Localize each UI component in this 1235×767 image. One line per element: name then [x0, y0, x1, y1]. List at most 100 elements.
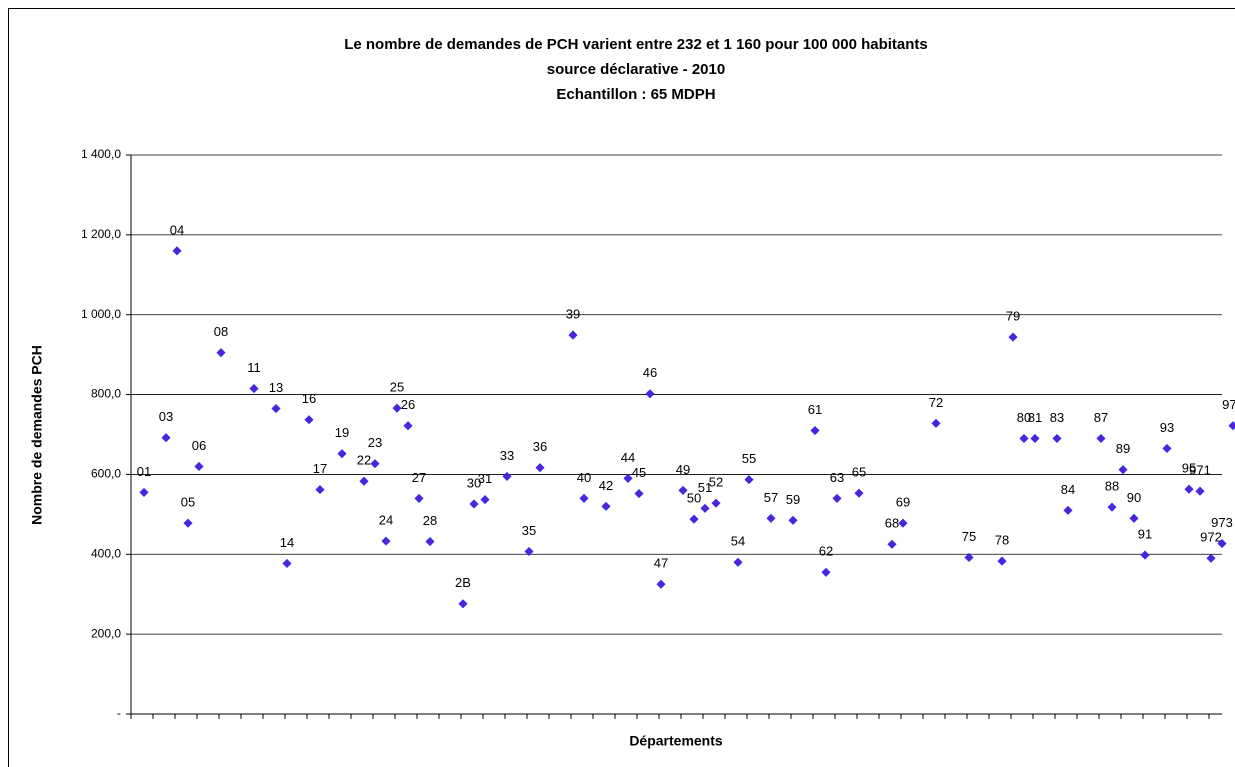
- data-label: 27: [412, 470, 426, 485]
- point: [645, 389, 655, 399]
- point: [183, 518, 193, 528]
- point: [997, 556, 1007, 566]
- data-label: 36: [533, 439, 547, 454]
- y-tick-label: 600,0: [91, 467, 121, 481]
- data-label: 971: [1189, 463, 1211, 478]
- data-label: 03: [159, 409, 173, 424]
- point: [854, 488, 864, 498]
- data-label: 35: [522, 523, 536, 538]
- point: [315, 485, 325, 495]
- point: [1140, 550, 1150, 560]
- point: [700, 503, 710, 513]
- data-label: 63: [830, 470, 844, 485]
- point: [744, 475, 754, 485]
- point: [1107, 502, 1117, 512]
- point: [216, 348, 226, 358]
- point: [1118, 465, 1128, 475]
- data-label: 65: [852, 465, 866, 480]
- data-label: 31: [478, 471, 492, 486]
- data-label: 26: [401, 397, 415, 412]
- point: [480, 495, 490, 505]
- point: [931, 418, 941, 428]
- data-label: 45: [632, 465, 646, 480]
- point: [425, 536, 435, 547]
- point: [678, 485, 688, 495]
- point: [249, 384, 259, 394]
- point: [271, 403, 281, 414]
- data-label: 24: [379, 513, 393, 528]
- point: [887, 539, 897, 549]
- point: [733, 557, 743, 567]
- data-label: 90: [1127, 490, 1141, 505]
- data-label: 08: [214, 324, 228, 339]
- data-label: 44: [621, 450, 635, 465]
- point: [656, 579, 666, 589]
- point: [458, 599, 468, 609]
- point: [711, 498, 721, 508]
- y-axis-title: Nombre de demandes PCH: [29, 345, 45, 525]
- data-label: 17: [313, 461, 327, 476]
- data-label: 25: [390, 380, 404, 395]
- point: [821, 567, 831, 577]
- point: [1129, 513, 1139, 523]
- chart-subtitle: source déclarative - 2010: [547, 61, 725, 78]
- data-label: 55: [742, 451, 756, 466]
- point: [788, 515, 798, 525]
- point: [1063, 505, 1073, 515]
- point: [172, 246, 182, 256]
- data-label: 13: [269, 380, 283, 395]
- data-label: 28: [423, 513, 437, 528]
- data-label: 30: [467, 475, 481, 490]
- point: [403, 421, 413, 431]
- data-label: 39: [566, 307, 580, 322]
- y-tick-label: 800,0: [91, 387, 121, 401]
- data-label: 61: [808, 402, 822, 417]
- point: [1195, 486, 1205, 496]
- data-label: 80: [1017, 410, 1031, 425]
- point: [601, 501, 611, 511]
- data-label: 54: [731, 534, 745, 549]
- point: [634, 489, 644, 499]
- y-tick-label: 1 200,0: [81, 227, 121, 241]
- data-label: 84: [1061, 482, 1075, 497]
- point: [1019, 433, 1029, 444]
- data-label: 51: [698, 480, 712, 495]
- data-label: 972: [1200, 530, 1222, 545]
- data-label: 33: [500, 448, 514, 463]
- point: [1206, 553, 1216, 563]
- x-axis-title: Départements: [629, 733, 723, 749]
- data-label: 75: [962, 529, 976, 544]
- point: [414, 493, 424, 503]
- point: [766, 513, 776, 523]
- chart-title: Le nombre de demandes de PCH varient ent…: [344, 36, 928, 53]
- y-tick-label: 1 000,0: [81, 307, 121, 321]
- data-label: 83: [1050, 410, 1064, 425]
- data-label: 79: [1006, 309, 1020, 324]
- data-label: 23: [368, 435, 382, 450]
- point: [392, 403, 402, 413]
- data-label: 78: [995, 533, 1009, 548]
- point: [469, 499, 479, 509]
- point: [1162, 443, 1172, 454]
- data-label: 57: [764, 490, 778, 505]
- data-label: 88: [1105, 479, 1119, 494]
- point: [370, 459, 380, 469]
- point: [282, 558, 292, 569]
- y-tick-label: 200,0: [91, 626, 121, 640]
- data-label: 01: [137, 464, 151, 479]
- point: [689, 514, 699, 524]
- point: [1008, 332, 1018, 342]
- point: [832, 493, 842, 503]
- point: [810, 425, 820, 436]
- point: [623, 473, 633, 483]
- y-tick-label: -: [117, 706, 121, 720]
- data-label: 46: [643, 365, 657, 380]
- data-label: 11: [247, 360, 261, 375]
- point: [1217, 538, 1227, 549]
- data-label: 50: [687, 491, 701, 506]
- chart-subtitle: Echantillon : 65 MDPH: [556, 86, 715, 103]
- point: [359, 476, 369, 486]
- point: [337, 449, 347, 459]
- data-label: 95: [1182, 461, 1196, 476]
